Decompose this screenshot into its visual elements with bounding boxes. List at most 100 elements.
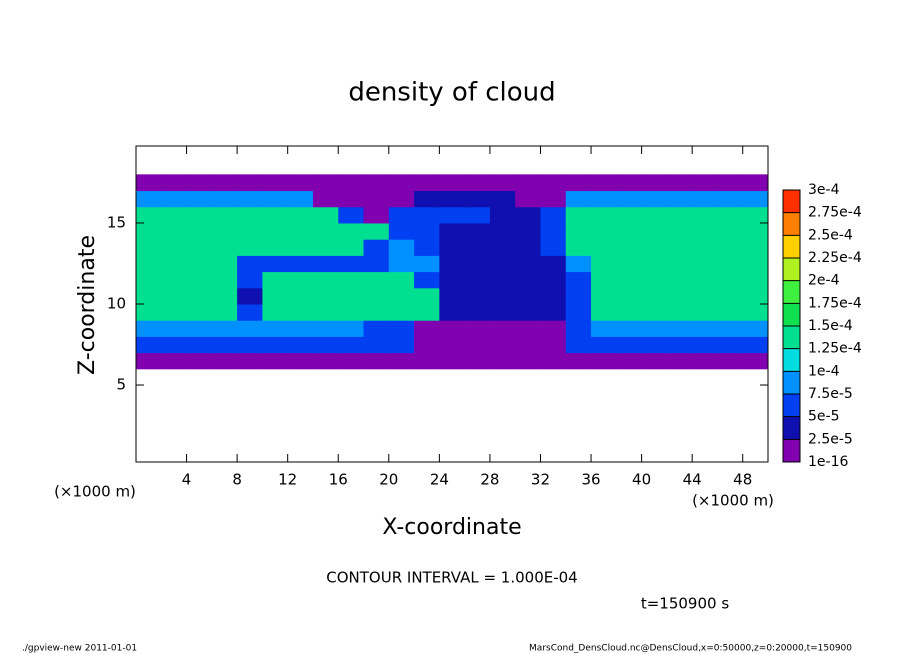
- x-axis-label: X-coordinate: [382, 515, 521, 540]
- heat-cell: [515, 352, 541, 370]
- heat-cell: [464, 287, 491, 305]
- heat-cell: [338, 320, 365, 337]
- heat-cell: [136, 222, 162, 240]
- heat-cell: [161, 190, 188, 208]
- heat-cell: [641, 239, 668, 256]
- heat-cell: [641, 222, 668, 240]
- heat-cell: [211, 174, 238, 192]
- heat-cell: [211, 336, 238, 354]
- heat-cell: [211, 271, 238, 289]
- heat-cell: [540, 304, 567, 321]
- heat-cell: [591, 271, 617, 289]
- heat-cell: [262, 239, 289, 256]
- heat-cell: [666, 239, 693, 256]
- heat-cell: [591, 255, 617, 273]
- heat-cell: [388, 352, 415, 370]
- heat-cell: [666, 255, 693, 273]
- x-tick-label: 32: [531, 471, 550, 489]
- heat-cell: [591, 222, 617, 240]
- heat-cell: [540, 190, 567, 208]
- heat-cell: [312, 352, 339, 370]
- heat-cell: [186, 271, 213, 289]
- heat-cell: [641, 206, 668, 224]
- heat-cell: [161, 304, 188, 321]
- heat-cell: [616, 222, 643, 240]
- heat-cell: [489, 271, 516, 289]
- heat-cell: [161, 352, 188, 370]
- heat-cell: [742, 190, 769, 208]
- heat-cell: [489, 352, 516, 370]
- x-tick-label: 8: [232, 471, 242, 489]
- heat-cell: [338, 239, 365, 256]
- heat-cell: [742, 239, 769, 256]
- heat-cell: [666, 287, 693, 305]
- heat-cell: [540, 222, 567, 240]
- heat-cell: [186, 255, 213, 273]
- y-axis-label: Z-coordinate: [75, 235, 100, 375]
- heat-cell: [237, 336, 263, 354]
- heat-cell: [692, 174, 718, 192]
- heat-cell: [388, 190, 415, 208]
- heat-cell: [388, 222, 415, 240]
- heat-cell: [211, 287, 238, 305]
- colorbar-label: 7.5e-5: [808, 386, 853, 402]
- heat-cell: [464, 304, 491, 321]
- heat-cell: [237, 206, 263, 224]
- heat-cell: [666, 222, 693, 240]
- heat-cell: [666, 206, 693, 224]
- heat-cell: [312, 320, 339, 337]
- heat-cell: [161, 271, 188, 289]
- heat-cell: [186, 206, 213, 224]
- heat-cell: [136, 174, 162, 192]
- heat-cell: [717, 336, 744, 354]
- heat-cell: [717, 255, 744, 273]
- x-tick-label: 24: [430, 471, 449, 489]
- heat-cell: [414, 174, 440, 192]
- heat-cell: [414, 190, 440, 208]
- heat-cell: [237, 320, 263, 337]
- heat-cell: [388, 206, 415, 224]
- heat-cell: [237, 174, 263, 192]
- heat-cell: [616, 287, 643, 305]
- heat-cell: [616, 336, 643, 354]
- colorbar-bin: [783, 212, 800, 236]
- heat-cell: [717, 190, 744, 208]
- heat-cell: [312, 222, 339, 240]
- heat-cell: [489, 206, 516, 224]
- heat-cell: [136, 287, 162, 305]
- heat-cell: [338, 255, 365, 273]
- heat-cell: [262, 190, 289, 208]
- heat-cell: [287, 352, 314, 370]
- heat-cell: [489, 222, 516, 240]
- colorbar-label: 2.25e-4: [808, 250, 862, 266]
- heat-cell: [489, 174, 516, 192]
- heat-cell: [489, 336, 516, 354]
- heat-cell: [742, 352, 769, 370]
- colorbar-label: 2.5e-4: [808, 227, 853, 243]
- colorbar-bin: [783, 258, 800, 281]
- heat-cell: [692, 206, 718, 224]
- heat-cell: [641, 352, 668, 370]
- colorbar-bin: [783, 190, 800, 213]
- heat-cell: [211, 304, 238, 321]
- y-tick-label: 10: [107, 295, 126, 313]
- heat-cell: [692, 320, 718, 337]
- heat-cell: [388, 336, 415, 354]
- colorbar-bin: [783, 371, 800, 394]
- heat-cell: [692, 239, 718, 256]
- heat-cell: [262, 304, 289, 321]
- heat-cell: [742, 320, 769, 337]
- colorbar-label: 2.75e-4: [808, 205, 862, 221]
- x-tick-label: 12: [278, 471, 297, 489]
- heat-cell: [414, 352, 440, 370]
- heat-cell: [237, 222, 263, 240]
- heat-cell: [388, 255, 415, 273]
- heat-cell: [464, 222, 491, 240]
- heat-cell: [136, 320, 162, 337]
- heat-cell: [565, 352, 592, 370]
- colorbar-bin: [783, 235, 800, 258]
- heat-cell: [414, 304, 440, 321]
- colorbar-bin: [783, 326, 800, 349]
- heat-cell: [565, 271, 592, 289]
